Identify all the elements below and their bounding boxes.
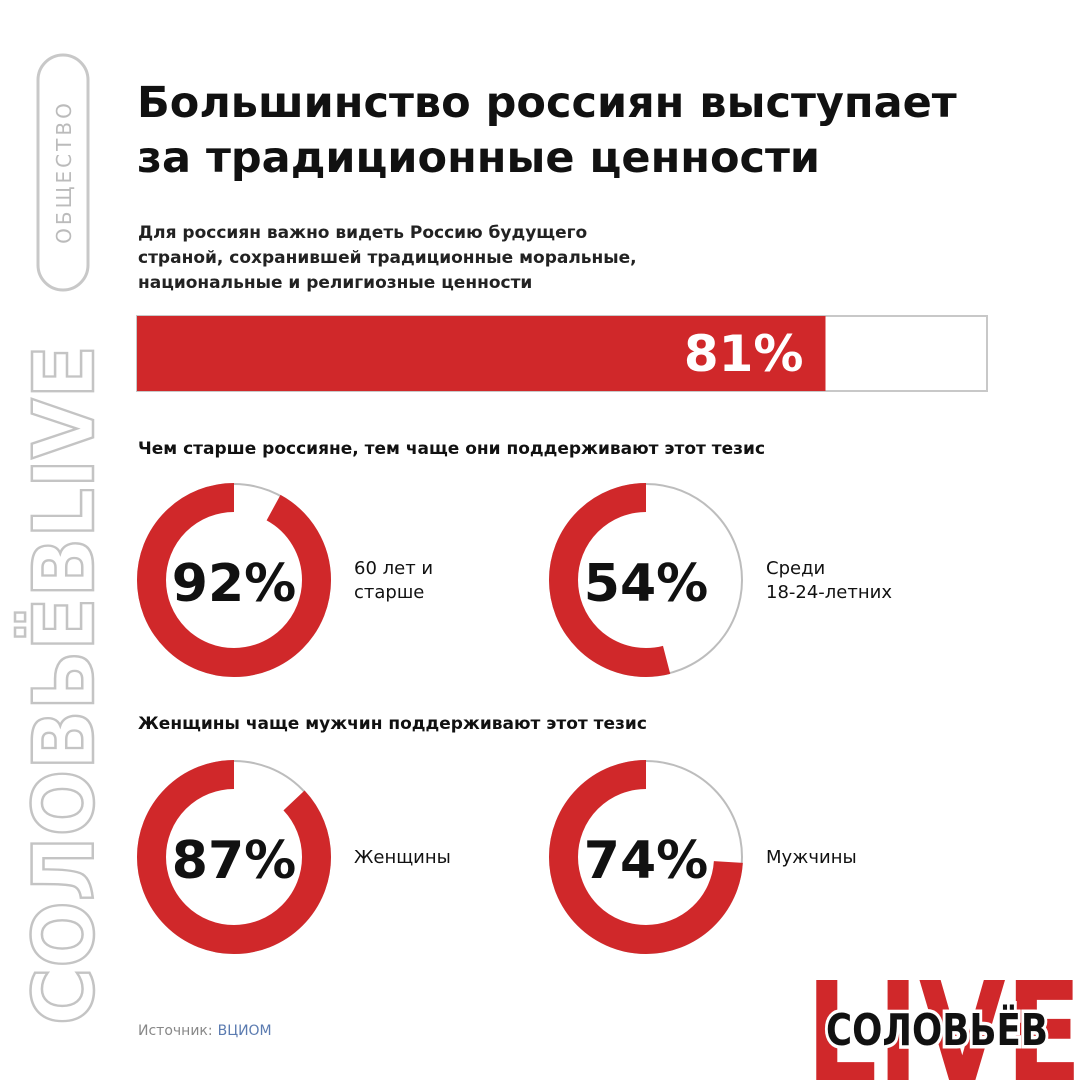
source: Источник: ВЦИОМ — [138, 1023, 272, 1039]
logo-small: СОЛОВЬЁВ — [826, 1003, 1048, 1056]
bar — [137, 316, 826, 391]
bar-label: 81% — [684, 325, 804, 383]
donut-label: старше — [354, 582, 424, 603]
donut-value: 54% — [584, 554, 708, 614]
section-heading: Чем старше россияне, тем чаще они поддер… — [138, 439, 765, 459]
donut-value: 87% — [172, 831, 296, 891]
side-tag: ОБЩЕСТВО — [52, 100, 76, 244]
source-name: ВЦИОМ — [218, 1023, 272, 1039]
donut-label: Женщины — [354, 847, 451, 868]
donut-arc — [137, 760, 331, 954]
logo-big: LIVE — [806, 953, 1080, 1080]
donut-arc — [137, 483, 331, 677]
title: Большинство россиян выступает — [137, 78, 957, 128]
subtitle: страной, сохранившей традиционные мораль… — [138, 248, 637, 268]
subtitle: Для россиян важно видеть Россию будущего — [138, 223, 587, 243]
donut-value: 74% — [584, 831, 708, 891]
donut-value: 92% — [172, 554, 296, 614]
tag-pill — [36, 53, 90, 292]
donut-label: 18-24-летних — [766, 582, 892, 603]
donut-label: Мужчины — [766, 847, 857, 868]
side-brand: СОЛОВЬЁВLIVE — [15, 345, 113, 1025]
donut-label: 60 лет и — [354, 558, 433, 579]
donut-arc — [549, 483, 743, 677]
donut-label: Среди — [766, 558, 825, 579]
source-label: Источник: — [138, 1023, 213, 1039]
subtitle: национальные и религиозные ценности — [138, 273, 532, 293]
donut-arc — [549, 760, 743, 954]
title: за традиционные ценности — [137, 133, 820, 183]
section-heading: Женщины чаще мужчин поддерживают этот те… — [138, 714, 647, 734]
